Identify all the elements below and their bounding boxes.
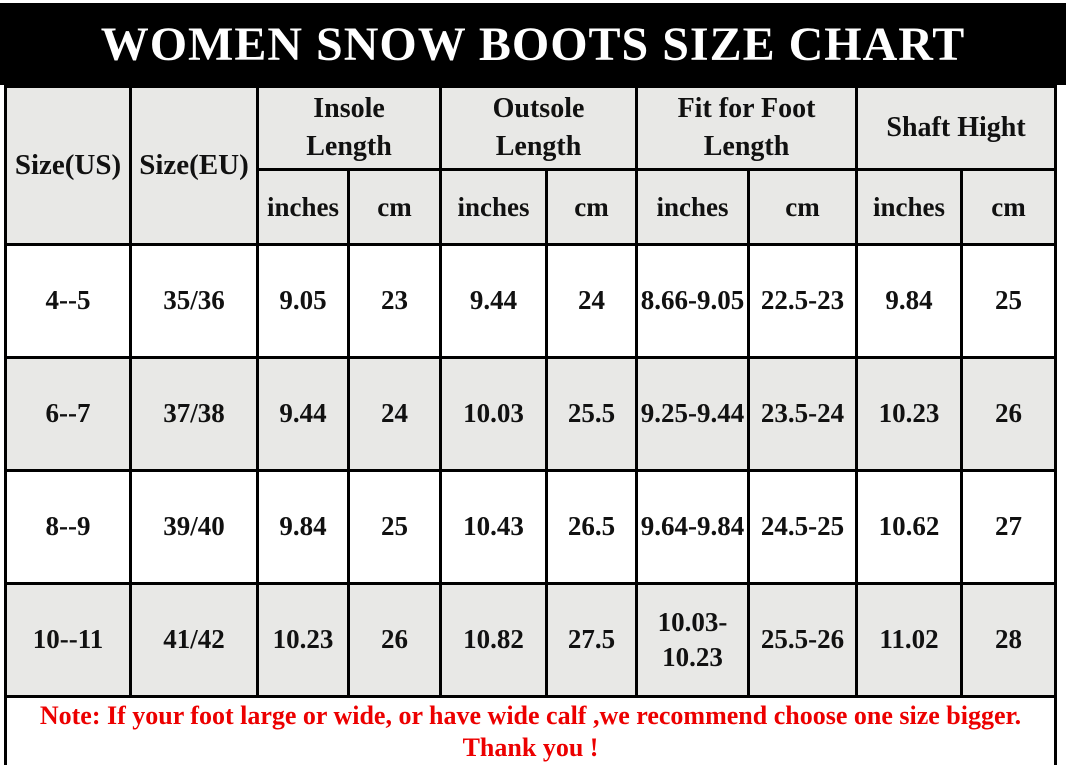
note-line-2: Thank you ! bbox=[462, 732, 599, 762]
header-group-row: Size(US) Size(EU) Insole Length Outsole … bbox=[4, 85, 1058, 246]
cell-r4-outsole-cm: 27.5 bbox=[545, 582, 639, 698]
note-row: Note: If your foot large or wide, or hav… bbox=[3, 694, 1058, 765]
cell-r1-size-us: 4--5 bbox=[4, 243, 132, 359]
cell-r4-size-us: 10--11 bbox=[4, 582, 132, 698]
cell-r1-fit-inches: 8.66-9.05 bbox=[635, 243, 751, 359]
table-row: 4--5 35/36 9.05 23 9.44 24 8.66-9.05 22.… bbox=[4, 243, 1058, 359]
cell-r1-insole-inches: 9.05 bbox=[256, 243, 350, 359]
cell-r2-size-us: 6--7 bbox=[4, 356, 132, 472]
cell-r1-shaft-cm: 25 bbox=[960, 243, 1058, 359]
cell-r1-size-eu: 35/36 bbox=[129, 243, 259, 359]
cell-r3-fit-inches: 9.64-9.84 bbox=[635, 469, 751, 585]
header-insole-length: Insole Length bbox=[255, 85, 443, 171]
cell-r4-shaft-cm: 28 bbox=[960, 582, 1058, 698]
subheader-outsole-inches: inches bbox=[439, 168, 549, 246]
table-row: 10--11 41/42 10.23 26 10.82 27.5 10.03-1… bbox=[4, 582, 1058, 698]
chart-title-bar: WOMEN SNOW BOOTS SIZE CHART bbox=[0, 3, 1066, 85]
cell-r3-fit-cm: 24.5-25 bbox=[747, 469, 859, 585]
table-row: 6--7 37/38 9.44 24 10.03 25.5 9.25-9.44 … bbox=[4, 356, 1058, 472]
cell-r1-fit-cm: 22.5-23 bbox=[747, 243, 859, 359]
cell-r3-outsole-cm: 26.5 bbox=[545, 469, 639, 585]
chart-title: WOMEN SNOW BOOTS SIZE CHART bbox=[100, 17, 966, 71]
cell-r1-outsole-inches: 9.44 bbox=[439, 243, 549, 359]
subheader-outsole-cm: cm bbox=[545, 168, 639, 246]
cell-r2-insole-inches: 9.44 bbox=[256, 356, 350, 472]
cell-r4-insole-inches: 10.23 bbox=[256, 582, 350, 698]
header-size-us: Size(US) bbox=[4, 85, 132, 246]
subheader-shaft-cm: cm bbox=[960, 168, 1058, 246]
cell-r2-outsole-cm: 25.5 bbox=[545, 356, 639, 472]
cell-r1-shaft-inches: 9.84 bbox=[855, 243, 964, 359]
cell-r1-outsole-cm: 24 bbox=[545, 243, 639, 359]
subheader-insole-inches: inches bbox=[256, 168, 350, 246]
subheader-fit-cm: cm bbox=[747, 168, 859, 246]
cell-r4-outsole-inches: 10.82 bbox=[439, 582, 549, 698]
header-outsole-length: Outsole Length bbox=[439, 85, 639, 171]
header-size-eu: Size(EU) bbox=[129, 85, 259, 246]
cell-r2-fit-inches: 9.25-9.44 bbox=[635, 356, 751, 472]
cell-r2-fit-cm: 23.5-24 bbox=[747, 356, 859, 472]
cell-r4-shaft-inches: 11.02 bbox=[855, 582, 964, 698]
cell-r3-insole-cm: 25 bbox=[346, 469, 443, 585]
cell-r3-insole-inches: 9.84 bbox=[256, 469, 350, 585]
cell-r3-outsole-inches: 10.43 bbox=[439, 469, 549, 585]
cell-r2-shaft-cm: 26 bbox=[960, 356, 1058, 472]
cell-r4-fit-cm: 25.5-26 bbox=[747, 582, 859, 698]
cell-r2-size-eu: 37/38 bbox=[129, 356, 259, 472]
table-wrapper: Size(US) Size(EU) Insole Length Outsole … bbox=[0, 85, 1066, 765]
cell-r1-insole-cm: 23 bbox=[346, 243, 443, 359]
subheader-fit-inches: inches bbox=[635, 168, 751, 246]
note-text: Note: If your foot large or wide, or hav… bbox=[3, 694, 1058, 765]
top-spreadsheet-strip bbox=[0, 0, 1066, 3]
size-chart-table: Size(US) Size(EU) Insole Length Outsole … bbox=[3, 85, 1058, 765]
cell-r4-size-eu: 41/42 bbox=[129, 582, 259, 698]
table-row: 8--9 39/40 9.84 25 10.43 26.5 9.64-9.84 … bbox=[4, 469, 1058, 585]
cell-r3-size-eu: 39/40 bbox=[129, 469, 259, 585]
cell-r3-shaft-cm: 27 bbox=[960, 469, 1058, 585]
subheader-insole-cm: cm bbox=[346, 168, 443, 246]
cell-r2-insole-cm: 24 bbox=[346, 356, 443, 472]
cell-r3-size-us: 8--9 bbox=[4, 469, 132, 585]
subheader-shaft-inches: inches bbox=[855, 168, 964, 246]
header-fit-foot-length: Fit for Foot Length bbox=[635, 85, 859, 171]
cell-r4-fit-inches: 10.03-10.23 bbox=[635, 582, 751, 698]
cell-r4-insole-cm: 26 bbox=[346, 582, 443, 698]
note-line-1: Note: If your foot large or wide, or hav… bbox=[39, 701, 1022, 730]
header-sub-row: inches cm inches cm inches cm inches cm bbox=[6, 168, 1058, 246]
cell-r2-shaft-inches: 10.23 bbox=[855, 356, 964, 472]
header-shaft-height: Shaft Hight bbox=[855, 85, 1058, 171]
cell-r2-outsole-inches: 10.03 bbox=[439, 356, 549, 472]
cell-r3-shaft-inches: 10.62 bbox=[855, 469, 964, 585]
